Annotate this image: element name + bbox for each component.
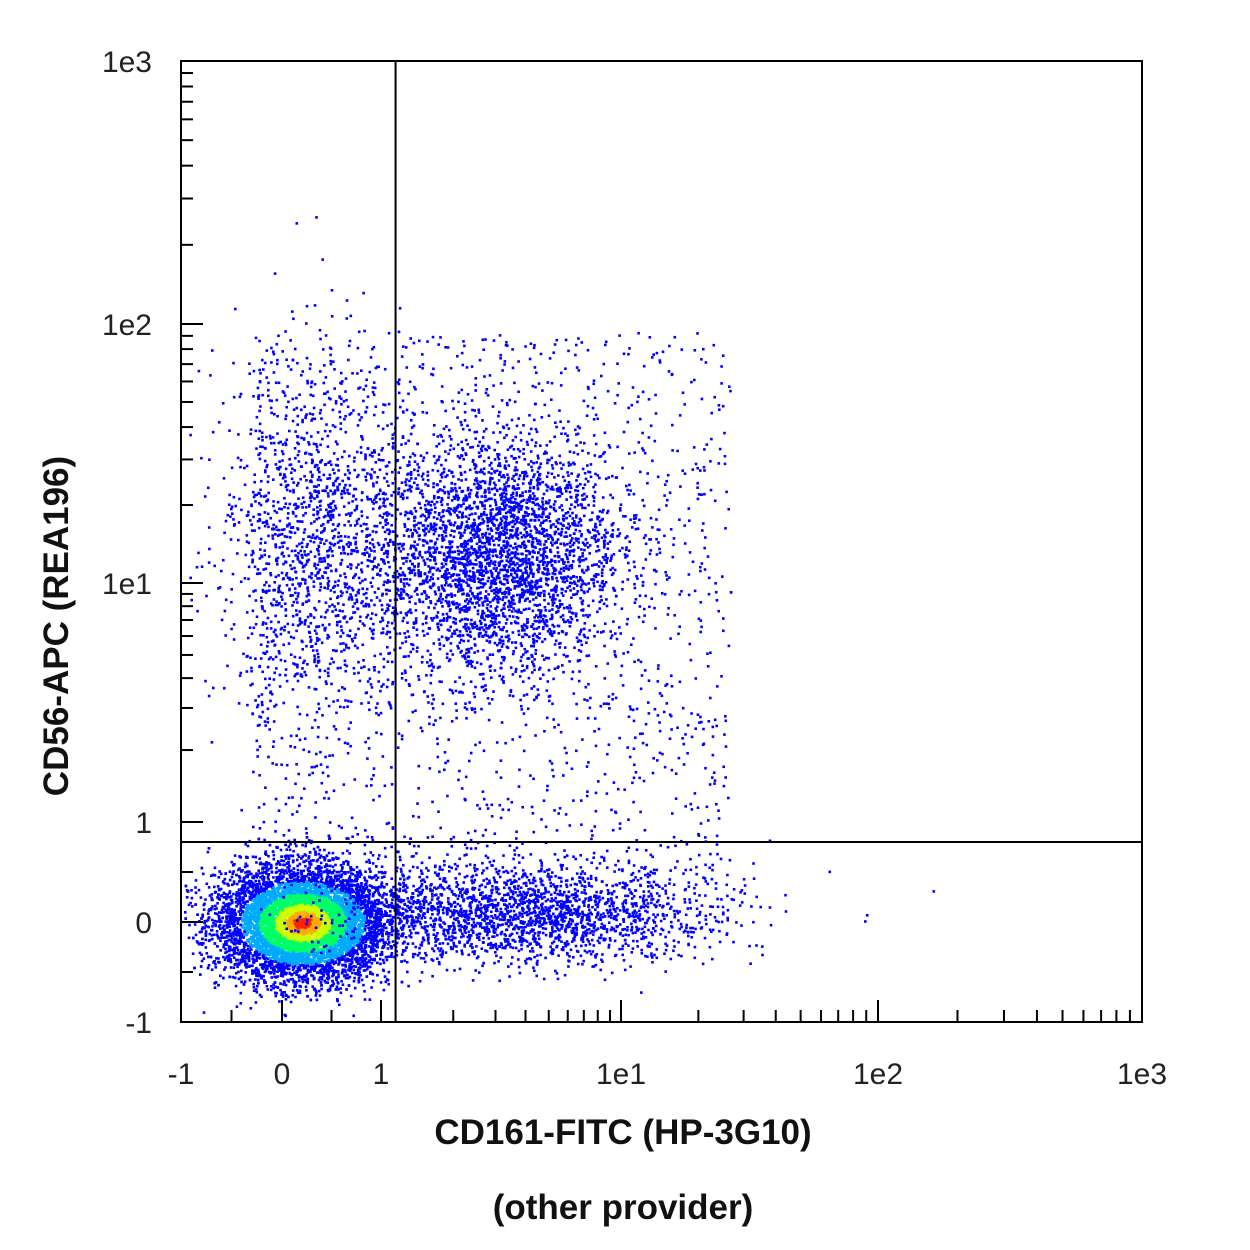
x-tick-label: 1e3 — [1117, 1058, 1167, 1091]
x-axis-subtitle: (other provider) — [493, 1188, 754, 1227]
x-axis-ticks: -1 0 1 1e1 1e2 1e3 — [168, 1000, 1167, 1091]
quadrant-gates — [181, 61, 1142, 1022]
y-tick-label: 1e2 — [102, 309, 152, 342]
x-tick-label: -1 — [168, 1058, 195, 1091]
plot-frame — [180, 60, 1143, 1023]
y-tick-label: -1 — [125, 1007, 152, 1040]
y-tick-label: 0 — [135, 907, 152, 940]
y-tick-label: 1 — [135, 807, 152, 840]
y-tick-label: 1e1 — [102, 568, 152, 601]
x-tick-label: 1e2 — [853, 1058, 903, 1091]
x-tick-label: 1 — [373, 1058, 390, 1091]
x-axis-title: CD161-FITC (HP-3G10) — [434, 1113, 811, 1152]
y-tick-label: 1e3 — [102, 46, 152, 79]
event-dots — [184, 216, 936, 1018]
x-tick-label: 1e1 — [596, 1058, 646, 1091]
y-axis-title: CD56-APC (REA196) — [37, 456, 76, 796]
y-axis-ticks: -1 0 1 1e1 1e2 1e3 — [102, 46, 203, 1040]
x-tick-label: 0 — [274, 1058, 291, 1091]
